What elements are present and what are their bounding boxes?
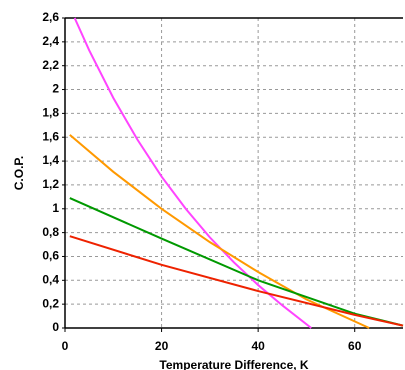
series-line bbox=[69, 134, 370, 329]
y-tick-label: 0,4 bbox=[42, 272, 59, 286]
y-tick-label: 1,2 bbox=[42, 177, 59, 191]
y-tick-label: 1,4 bbox=[42, 153, 59, 167]
series-line bbox=[69, 235, 404, 327]
x-tick-label: 0 bbox=[62, 339, 69, 353]
y-tick-label: 0 bbox=[52, 320, 59, 334]
x-tick-label: 40 bbox=[251, 339, 265, 353]
y-tick-label: 2,4 bbox=[42, 34, 59, 48]
y-tick-label: 0,8 bbox=[42, 225, 59, 239]
x-axis-title: Temperature Difference, K bbox=[159, 358, 308, 370]
y-tick-label: 0,6 bbox=[42, 249, 59, 263]
y-tick-label: 0,2 bbox=[42, 296, 59, 310]
y-tick-label: 1 bbox=[52, 201, 59, 215]
x-tick-label: 20 bbox=[155, 339, 169, 353]
y-tick-label: 2,2 bbox=[42, 58, 59, 72]
series-line bbox=[73, 17, 312, 329]
y-tick-label: 2 bbox=[52, 82, 59, 96]
x-tick-label: 60 bbox=[348, 339, 362, 353]
y-axis-title: C.O.P. bbox=[12, 156, 26, 190]
series-line bbox=[69, 197, 404, 327]
y-tick-label: 1,8 bbox=[42, 106, 59, 120]
y-tick-label: 1,6 bbox=[42, 129, 59, 143]
y-tick-label: 2,6 bbox=[42, 10, 59, 24]
